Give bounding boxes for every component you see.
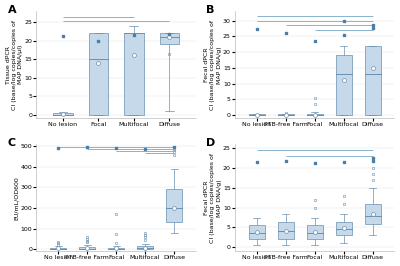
Bar	[108, 248, 124, 249]
Y-axis label: Fecal dPCR
CI (base/log copies/copies of
MAP DNA/g): Fecal dPCR CI (base/log copies/copies of…	[204, 153, 222, 243]
Y-axis label: EU/mL/OD600: EU/mL/OD600	[14, 176, 19, 220]
Text: A: A	[8, 5, 16, 15]
Bar	[53, 114, 73, 115]
Y-axis label: Fecal dPCR
CI (base/log copies/copies of
MAP DNA/g): Fecal dPCR CI (base/log copies/copies of…	[204, 20, 222, 110]
Bar	[307, 114, 323, 115]
Bar	[365, 204, 381, 223]
Bar	[124, 33, 144, 115]
Bar	[160, 33, 179, 44]
Bar	[249, 114, 265, 115]
Bar	[89, 33, 108, 115]
Bar	[336, 222, 352, 235]
Bar	[307, 226, 323, 239]
Y-axis label: Tissue dPCR
CI (base/log copies/copies of
MAP DNA/μl): Tissue dPCR CI (base/log copies/copies o…	[6, 20, 23, 110]
Text: C: C	[8, 138, 16, 148]
Text: D: D	[206, 138, 216, 148]
Bar	[79, 247, 95, 249]
Bar	[336, 55, 352, 115]
Text: B: B	[206, 5, 215, 15]
Bar	[249, 226, 265, 239]
Bar	[137, 246, 153, 249]
Bar	[50, 248, 66, 249]
Bar	[278, 222, 294, 239]
Bar	[278, 114, 294, 115]
Bar	[365, 46, 381, 115]
Bar	[166, 189, 182, 222]
